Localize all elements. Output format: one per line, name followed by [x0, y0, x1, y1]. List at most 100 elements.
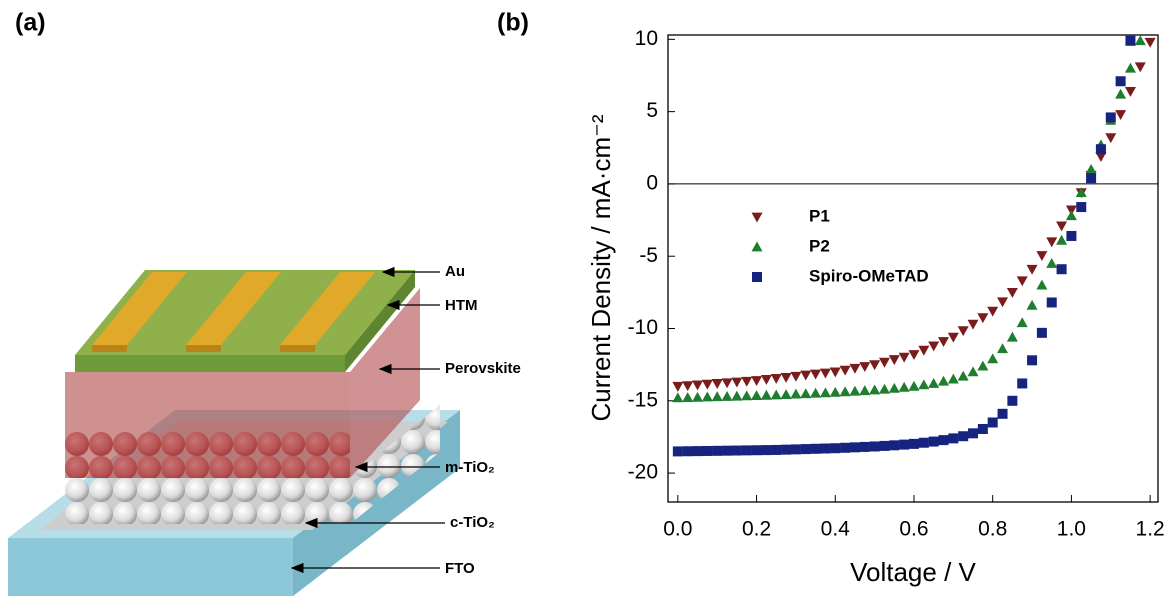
- marker: [829, 367, 841, 378]
- marker: [918, 379, 930, 390]
- marker: [879, 440, 890, 451]
- layer-label: Perovskite: [445, 360, 521, 377]
- marker: [1027, 355, 1038, 366]
- marker: [948, 433, 959, 444]
- marker: [1125, 35, 1136, 46]
- marker: [1046, 297, 1057, 308]
- marker: [770, 373, 782, 384]
- plot-frame: [667, 34, 1159, 503]
- marker: [1036, 327, 1047, 338]
- marker: [721, 390, 733, 401]
- marker: [1085, 163, 1097, 174]
- layer-label: Au: [445, 263, 465, 280]
- marker: [682, 381, 694, 392]
- marker: [888, 382, 900, 393]
- x-tick-label: 0.6: [899, 518, 928, 541]
- marker: [947, 373, 959, 384]
- marker: [780, 389, 792, 399]
- marker: [760, 374, 772, 385]
- marker: [800, 370, 812, 381]
- marker: [967, 366, 979, 377]
- marker: [1095, 152, 1107, 162]
- marker: [1056, 264, 1067, 275]
- marker: [741, 390, 753, 401]
- device-stack: [8, 270, 460, 596]
- marker: [682, 446, 693, 457]
- marker: [672, 381, 684, 392]
- marker: [790, 371, 802, 382]
- marker: [1115, 76, 1126, 87]
- marker: [997, 408, 1008, 419]
- marker: [859, 362, 871, 373]
- marker: [721, 378, 733, 389]
- marker: [1016, 276, 1028, 287]
- marker: [800, 388, 812, 399]
- marker: [1026, 264, 1038, 275]
- marker: [761, 445, 772, 456]
- marker: [859, 441, 870, 452]
- marker: [1134, 62, 1146, 73]
- marker: [790, 388, 802, 399]
- marker: [672, 446, 683, 457]
- marker: [711, 379, 723, 389]
- marker: [1006, 287, 1018, 298]
- marker: [908, 350, 920, 361]
- marker: [977, 313, 989, 324]
- marker: [839, 365, 851, 376]
- marker: [1086, 173, 1097, 184]
- marker: [1105, 112, 1116, 123]
- marker: [820, 443, 831, 454]
- marker: [849, 442, 860, 453]
- x-tick-label: 0.8: [978, 518, 1007, 541]
- legend-label: P1: [809, 206, 830, 225]
- panel-label: (b): [497, 9, 529, 37]
- marker: [751, 390, 763, 400]
- marker: [997, 297, 1009, 308]
- marker: [987, 417, 998, 428]
- y-tick-label: -15: [628, 388, 658, 411]
- y-tick-label: 5: [646, 99, 658, 122]
- x-tick-label: 1.2: [1136, 518, 1165, 541]
- marker: [898, 381, 910, 392]
- marker: [1056, 221, 1068, 232]
- marker: [977, 423, 988, 434]
- marker: [899, 439, 910, 450]
- marker: [889, 440, 900, 451]
- marker: [938, 375, 950, 386]
- marker: [830, 443, 841, 454]
- marker: [888, 355, 900, 366]
- marker: [967, 319, 979, 330]
- legend-marker: [751, 212, 763, 223]
- marker: [1036, 279, 1048, 290]
- marker: [859, 385, 871, 396]
- marker: [692, 446, 703, 457]
- marker: [977, 360, 989, 371]
- marker: [682, 392, 694, 403]
- marker: [1006, 331, 1018, 342]
- marker: [722, 445, 733, 456]
- marker: [701, 391, 713, 402]
- marker: [1095, 144, 1106, 155]
- y-tick-label: 10: [635, 27, 658, 50]
- marker: [712, 445, 723, 456]
- x-axis-title: Voltage / V: [850, 557, 976, 587]
- layer-label: c-TiO₂: [450, 514, 495, 531]
- layer-label: HTM: [445, 297, 478, 314]
- marker: [810, 369, 822, 380]
- marker: [958, 431, 969, 442]
- marker: [810, 443, 821, 454]
- marker: [869, 384, 881, 395]
- marker: [751, 445, 762, 456]
- y-tick-label: -5: [639, 244, 658, 267]
- marker: [1124, 62, 1136, 73]
- marker: [810, 387, 822, 398]
- marker: [781, 444, 792, 455]
- marker: [800, 444, 811, 455]
- legend-marker: [751, 241, 763, 252]
- marker: [839, 386, 851, 397]
- marker: [849, 363, 861, 374]
- marker: [771, 444, 782, 455]
- marker: [1075, 187, 1087, 197]
- marker: [672, 392, 684, 403]
- layer-label: FTO: [445, 560, 475, 577]
